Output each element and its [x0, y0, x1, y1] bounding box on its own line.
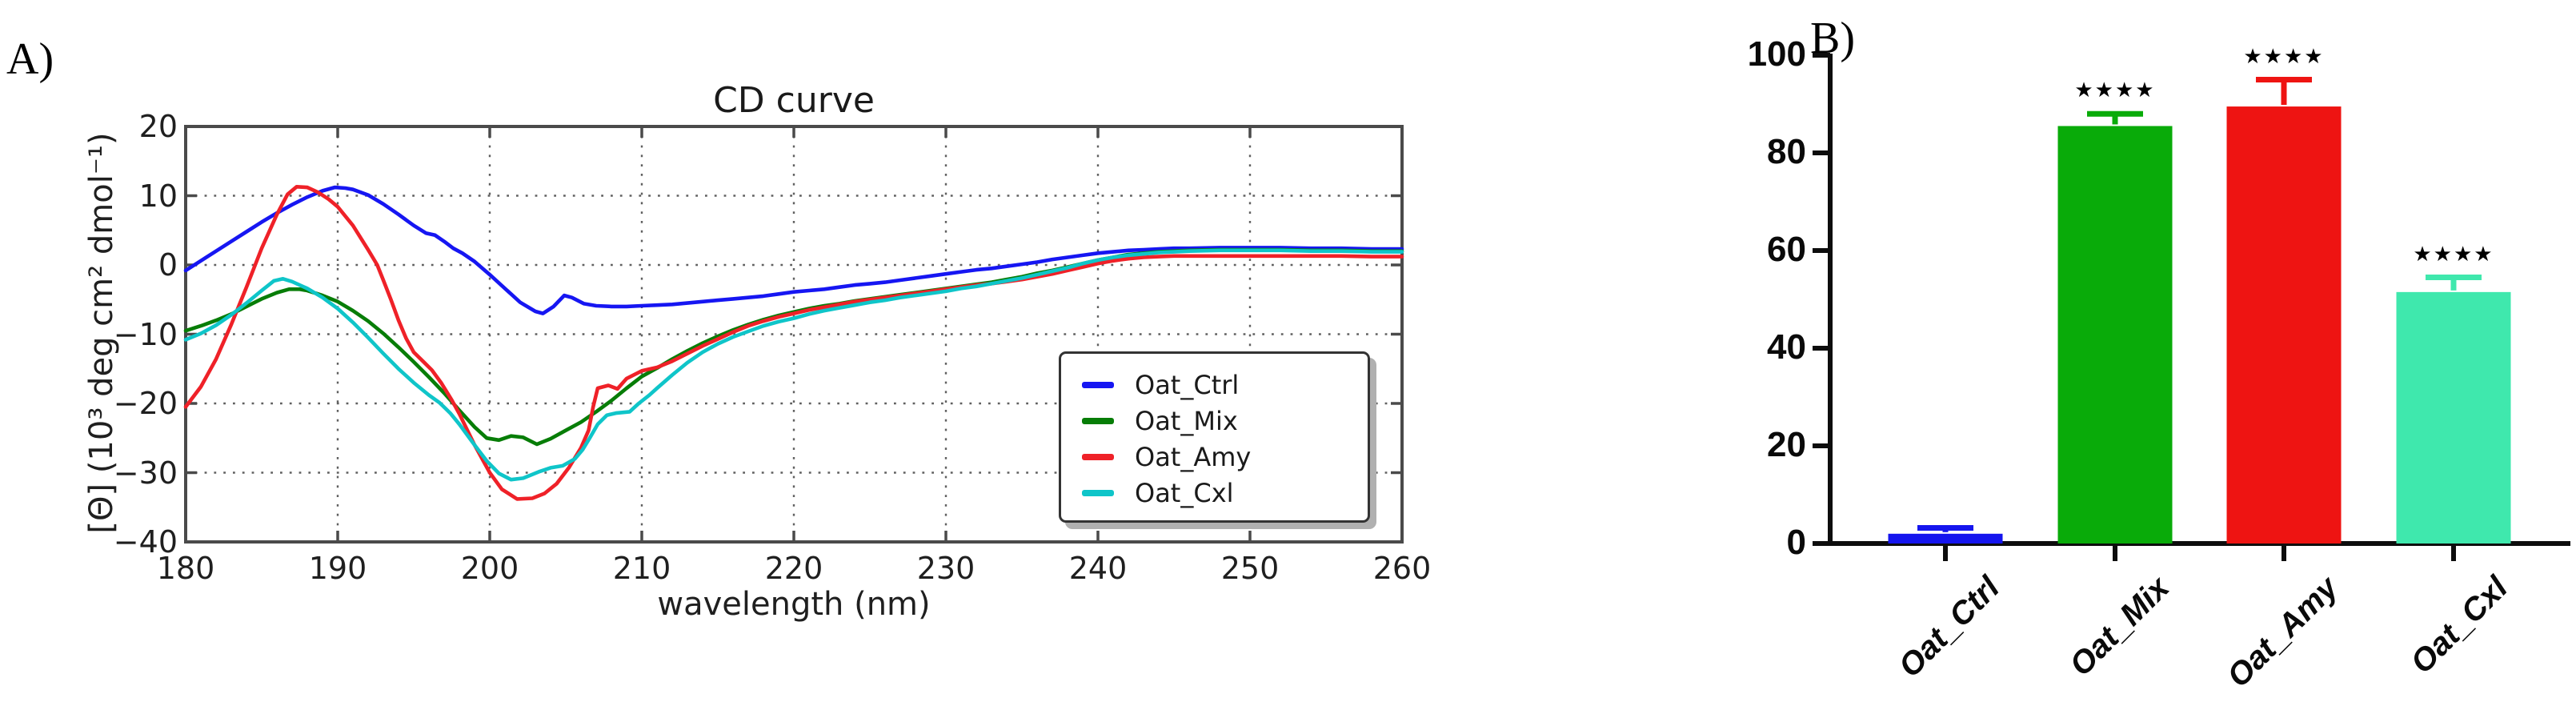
bar-Oat_Mix [2057, 126, 2173, 544]
y-tick-label: −20 [113, 386, 178, 421]
x-tick-label: 180 [156, 551, 215, 586]
curve-Oat_Ctrl [183, 185, 1404, 315]
curve-Oat_Amy [183, 185, 1404, 501]
x-tick-label: 230 [916, 551, 976, 586]
legend-swatch-icon [1082, 453, 1114, 460]
legend-item-Oat_Mix: Oat_Mix [1082, 403, 1368, 439]
y-tick-label: −40 [113, 524, 178, 560]
significance-stars-Oat_Cxl: ★★★★ [2413, 242, 2494, 267]
b-y-tick-label: 20 [1767, 425, 1806, 464]
panel-a-label: A) [6, 34, 54, 84]
significance-stars-Oat_Amy: ★★★★ [2243, 44, 2325, 69]
chart-a-ylabel: [Θ] (10³ deg cm² dmol⁻¹) [83, 132, 120, 534]
legend-label: Oat_Ctrl [1135, 369, 1240, 400]
x-tick-label: 190 [308, 551, 367, 586]
b-y-tick-label: 60 [1767, 230, 1806, 269]
legend-swatch-icon [1082, 417, 1114, 424]
bar-Oat_Amy [2226, 106, 2342, 544]
legend-item-Oat_Amy: Oat_Amy [1082, 439, 1368, 475]
legend-item-Oat_Cxl: Oat_Cxl [1082, 475, 1368, 511]
legend-swatch-icon [1082, 381, 1114, 388]
x-tick-label: 220 [764, 551, 823, 586]
legend-label: Oat_Mix [1135, 405, 1238, 436]
chart-a-title: CD curve [713, 80, 875, 121]
legend-label: Oat_Amy [1135, 441, 1252, 472]
x-tick-label: 250 [1220, 551, 1280, 586]
bar-Oat_Ctrl [1888, 533, 2003, 544]
b-y-tick-label: 80 [1767, 132, 1806, 171]
x-tick-label: 260 [1372, 551, 1432, 586]
x-tick-label: 210 [612, 551, 671, 586]
y-tick-label: −10 [113, 316, 178, 352]
y-tick-label: 0 [158, 247, 178, 283]
legend-box: Oat_Ctrl Oat_Mix Oat_Amy Oat_Cxl [1059, 351, 1370, 523]
y-tick-label: 10 [138, 178, 178, 214]
x-tick-label: 240 [1068, 551, 1128, 586]
legend-swatch-icon [1082, 489, 1114, 496]
b-y-tick-label: 100 [1747, 34, 1806, 74]
legend-label: Oat_Cxl [1135, 477, 1234, 508]
b-y-tick-label: 40 [1767, 327, 1806, 367]
y-tick-label: 20 [138, 109, 178, 144]
y-tick-label: −30 [113, 455, 178, 491]
curve-Oat_Cxl [183, 248, 1404, 482]
b-y-tick-label: 0 [1786, 523, 1806, 562]
significance-stars-Oat_Mix: ★★★★ [2074, 78, 2156, 103]
bar-Oat_Cxl [2396, 291, 2511, 544]
chart-a-xlabel: wavelength (nm) [657, 586, 931, 623]
x-tick-label: 200 [460, 551, 519, 586]
legend-item-Oat_Ctrl: Oat_Ctrl [1082, 367, 1368, 403]
